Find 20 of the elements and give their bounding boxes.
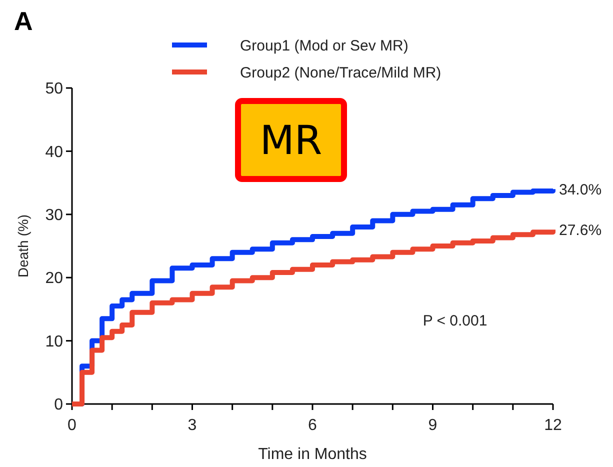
- legend-label: Group2 (None/Trace/Mild MR): [240, 64, 442, 82]
- y-tick-label: 20: [45, 270, 64, 288]
- x-tick-label: 0: [68, 417, 77, 434]
- annotation: MR: [260, 118, 322, 164]
- y-tick-label: 50: [45, 80, 64, 98]
- data-label: 27.6%: [559, 222, 602, 239]
- y-axis-title: Death (%): [15, 214, 31, 278]
- y-tick-label: 0: [54, 396, 64, 414]
- y-tick-label: 10: [45, 333, 64, 350]
- data-label: 34.0%: [559, 181, 602, 198]
- annotation: P < 0.001: [422, 312, 488, 330]
- x-tick-label: 9: [428, 417, 438, 434]
- x-tick-label: 3: [188, 417, 197, 434]
- x-tick-label: 6: [308, 417, 318, 434]
- x-tick-label: 12: [544, 417, 562, 434]
- x-axis-title: Time in Months: [258, 446, 367, 463]
- y-tick-label: 40: [45, 144, 64, 161]
- chart-title: A: [14, 6, 33, 36]
- legend-label: Group1 (Mod or Sev MR): [240, 37, 408, 54]
- y-tick-label: 30: [45, 207, 64, 224]
